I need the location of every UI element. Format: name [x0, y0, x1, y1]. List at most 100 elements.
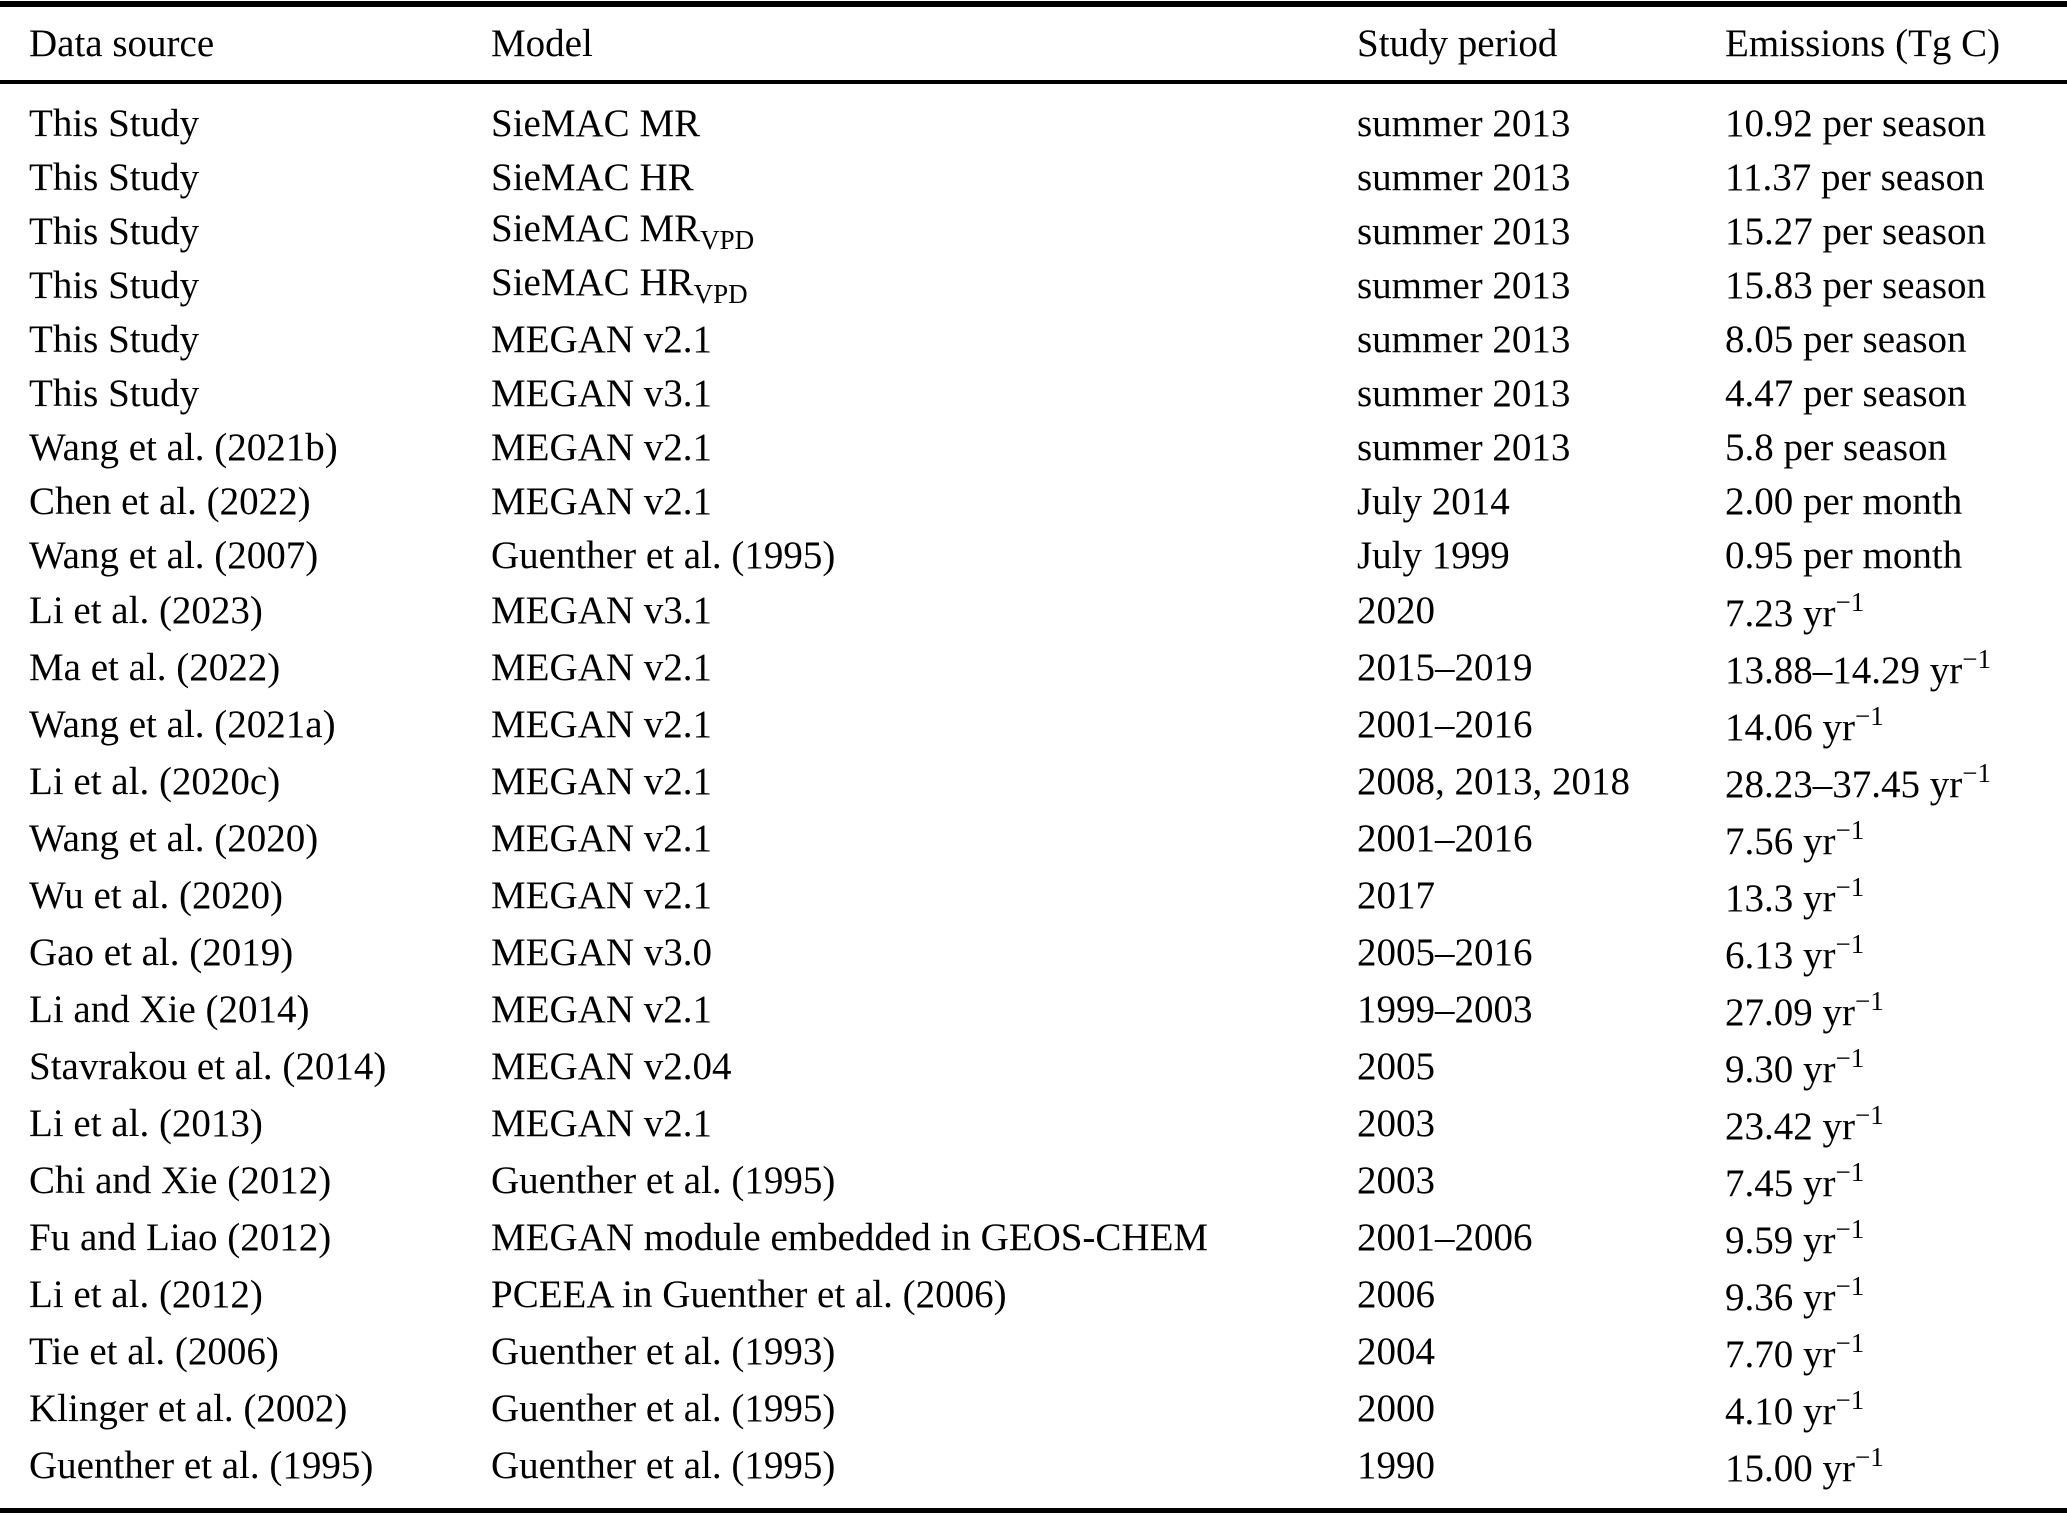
study-period-cell: summer 2013	[1357, 425, 1571, 469]
model-name: MEGAN v2.1	[491, 317, 712, 361]
emissions-unit-superscript: −1	[1855, 1099, 1884, 1130]
model-cell: Guenther et al. (1995)	[491, 1446, 1357, 1485]
model-cell: SieMAC MRVPD	[491, 209, 1357, 254]
model-cell: MEGAN v2.1	[491, 990, 1357, 1029]
model-cell: MEGAN v3.0	[491, 933, 1357, 972]
emissions-cell: 8.05 per season	[1725, 320, 2067, 359]
model-name: MEGAN v2.1	[491, 988, 712, 1031]
emissions-cell: 9.59 yr−1	[1725, 1215, 2067, 1262]
model-name: MEGAN v2.1	[491, 703, 712, 746]
table-row: Li et al. (2023) MEGAN v3.1 2020 7.23 yr…	[0, 582, 2067, 639]
emissions-cell: 7.70 yr−1	[1725, 1327, 2067, 1376]
study-period-cell: 2001–2006	[1357, 1216, 1533, 1259]
table-row: This Study MEGAN v2.1 summer 2013 8.05 p…	[0, 312, 2067, 366]
emissions-unit-superscript: −1	[1962, 757, 1991, 788]
data-source-cell: Wu et al. (2020)	[29, 874, 284, 917]
model-name: Guenther et al. (1995)	[491, 1159, 836, 1202]
column-header-model: Model	[491, 22, 593, 65]
model-name: MEGAN v2.1	[491, 874, 712, 917]
study-period-cell: 2005	[1357, 1045, 1435, 1088]
model-name: Guenther et al. (1995)	[491, 1444, 836, 1487]
model-cell: SieMAC HRVPD	[491, 263, 1357, 308]
data-source-cell: Gao et al. (2019)	[29, 931, 294, 974]
data-source-cell: Wang et al. (2007)	[29, 533, 319, 577]
data-source-cell: Li et al. (2023)	[29, 589, 263, 632]
model-cell: MEGAN v2.1	[491, 1104, 1357, 1143]
table-row: Li et al. (2020c) MEGAN v2.1 2008, 2013,…	[0, 753, 2067, 810]
emissions-cell: 4.47 per season	[1725, 374, 2067, 413]
study-period-cell: 2006	[1357, 1273, 1435, 1316]
model-name: Guenther et al. (1995)	[491, 533, 836, 577]
data-source-cell: Wang et al. (2020)	[29, 817, 319, 860]
model-name: MEGAN v3.1	[491, 371, 712, 415]
model-cell: MEGAN v3.1	[491, 591, 1357, 630]
data-source-cell: Ma et al. (2022)	[29, 646, 281, 689]
study-period-cell: 2003	[1357, 1102, 1435, 1145]
model-cell: MEGAN v2.1	[491, 762, 1357, 801]
model-name: MEGAN module embedded in GEOS-CHEM	[491, 1216, 1209, 1259]
emissions-cell: 15.00 yr−1	[1725, 1441, 2067, 1488]
data-source-cell: This Study	[29, 155, 200, 199]
model-name: MEGAN v2.1	[491, 425, 712, 469]
emissions-value: 4.10 yr	[1725, 1389, 1836, 1433]
table-row: This Study SieMAC HRVPD summer 2013 15.8…	[0, 258, 2067, 312]
emissions-unit-superscript: −1	[1835, 586, 1865, 617]
table-row: Li et al. (2012) PCEEA in Guenther et al…	[0, 1266, 2067, 1323]
table-row: Li and Xie (2014) MEGAN v2.1 1999–2003 2…	[0, 981, 2067, 1038]
emissions-unit-superscript: −1	[1855, 985, 1884, 1016]
emissions-cell: 10.92 per season	[1725, 104, 2067, 143]
model-name: MEGAN v2.1	[491, 817, 712, 860]
study-period-cell: 2020	[1357, 589, 1435, 632]
emissions-unit-superscript: −1	[1855, 1441, 1884, 1472]
model-name: MEGAN v3.0	[491, 931, 712, 974]
emissions-value: 23.42 yr	[1725, 1104, 1855, 1148]
model-cell: Guenther et al. (1995)	[491, 1161, 1357, 1200]
model-cell: MEGAN v2.1	[491, 705, 1357, 744]
data-source-cell: Wang et al. (2021b)	[29, 425, 338, 469]
emissions-unit-superscript: −1	[1835, 1156, 1865, 1187]
study-period-cell: summer 2013	[1357, 263, 1571, 307]
emissions-value: 9.59 yr	[1725, 1218, 1836, 1262]
emissions-cell: 11.37 per season	[1725, 158, 2067, 197]
study-period-cell: 2001–2016	[1357, 817, 1533, 860]
emissions-unit-superscript: −1	[1835, 928, 1865, 959]
emissions-value: 15.27 per season	[1725, 209, 1987, 253]
study-period-cell: 2017	[1357, 874, 1435, 917]
table-row: Li et al. (2013) MEGAN v2.1 2003 23.42 y…	[0, 1095, 2067, 1152]
model-cell: MEGAN v2.04	[491, 1047, 1357, 1086]
emissions-value: 7.70 yr	[1725, 1332, 1836, 1376]
model-variant-subscript: VPD	[700, 224, 755, 255]
emissions-unit-superscript: −1	[1835, 1270, 1865, 1301]
column-header-emissions: Emissions (Tg C)	[1725, 22, 2001, 65]
column-header-data-source: Data source	[29, 22, 215, 65]
table-row: Fu and Liao (2012) MEGAN module embedded…	[0, 1209, 2067, 1266]
emissions-value: 0.95 per month	[1725, 533, 1963, 577]
emissions-cell: 27.09 yr−1	[1725, 985, 2067, 1032]
table-row: Tie et al. (2006) Guenther et al. (1993)…	[0, 1323, 2067, 1380]
data-source-cell: This Study	[29, 101, 200, 145]
data-source-cell: Klinger et al. (2002)	[29, 1387, 348, 1430]
table-row: Wang et al. (2007) Guenther et al. (1995…	[0, 528, 2067, 582]
table-row: Chi and Xie (2012) Guenther et al. (1995…	[0, 1152, 2067, 1209]
table-row: Stavrakou et al. (2014) MEGAN v2.04 2005…	[0, 1038, 2067, 1095]
emissions-cell: 15.27 per season	[1725, 212, 2067, 251]
study-period-cell: 1999–2003	[1357, 988, 1533, 1031]
emissions-unit-superscript: −1	[1835, 1327, 1865, 1358]
emissions-cell: 2.00 per month	[1725, 482, 2067, 521]
data-source-cell: Fu and Liao (2012)	[29, 1216, 332, 1259]
emissions-cell: 4.10 yr−1	[1725, 1386, 2067, 1433]
table-row: Wu et al. (2020) MEGAN v2.1 2017 13.3 yr…	[0, 867, 2067, 924]
model-name: MEGAN v2.1	[491, 479, 712, 523]
table-bottom-rule	[0, 1508, 2067, 1513]
model-name: MEGAN v2.1	[491, 1102, 712, 1145]
emissions-value: 7.23 yr	[1725, 591, 1836, 635]
study-period-cell: 2000	[1357, 1387, 1435, 1430]
study-period-cell: 1990	[1357, 1444, 1435, 1487]
data-source-cell: Guenther et al. (1995)	[29, 1444, 374, 1487]
table-row: Chen et al. (2022) MEGAN v2.1 July 2014 …	[0, 474, 2067, 528]
emissions-cell: 0.95 per month	[1725, 536, 2067, 575]
emissions-value: 5.8 per season	[1725, 425, 1948, 469]
emissions-cell: 14.06 yr−1	[1725, 702, 2067, 747]
emissions-cell: 28.23–37.45 yr−1	[1725, 757, 2067, 804]
model-cell: Guenther et al. (1995)	[491, 1389, 1357, 1428]
